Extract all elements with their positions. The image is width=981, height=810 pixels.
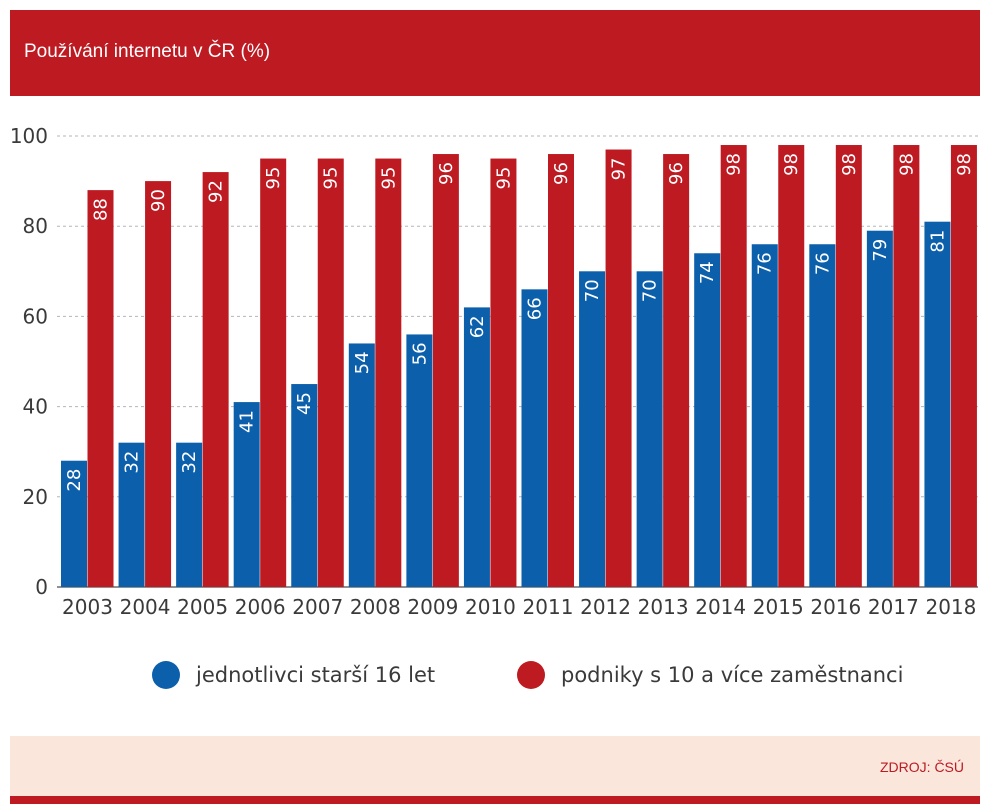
bar-companies — [663, 154, 690, 587]
bar-value-label: 28 — [64, 469, 85, 492]
x-tick-label: 2005 — [177, 595, 228, 619]
x-tick-label: 2013 — [638, 595, 689, 619]
source-text: ZDROJ: ČSÚ — [880, 759, 964, 775]
bar-value-label: 74 — [697, 261, 718, 284]
bar-value-label: 88 — [91, 198, 112, 221]
bar-companies — [202, 172, 229, 587]
legend-label: podniky s 10 a více zaměstnanci — [561, 663, 903, 687]
x-tick-label: 2003 — [62, 595, 113, 619]
bar-individuals — [406, 334, 433, 587]
y-tick-label: 80 — [23, 214, 48, 238]
y-tick-label: 20 — [23, 485, 48, 509]
x-tick-label: 2009 — [407, 595, 458, 619]
bar-individuals — [521, 289, 548, 587]
bar-value-label: 66 — [525, 297, 546, 320]
bar-companies — [893, 145, 920, 587]
bar-value-label: 81 — [927, 230, 948, 253]
bar-companies — [145, 181, 172, 587]
x-tick-label: 2007 — [292, 595, 343, 619]
bar-value-label: 98 — [724, 153, 745, 176]
bar-value-label: 92 — [206, 180, 227, 203]
bar-value-label: 76 — [755, 252, 776, 275]
legend-label: jednotlivci starší 16 let — [195, 663, 435, 687]
bar-value-label: 41 — [237, 410, 258, 433]
bar-companies — [720, 145, 747, 587]
x-tick-label: 2004 — [120, 595, 171, 619]
x-tick-label: 2010 — [465, 595, 516, 619]
chart-title: Používání internetu v ČR (%) — [24, 41, 271, 62]
bar-value-label: 56 — [409, 342, 430, 365]
legend-marker-companies — [517, 661, 545, 689]
bar-individuals — [233, 402, 260, 587]
bar-value-label: 32 — [179, 451, 200, 474]
y-tick-label: 60 — [23, 304, 48, 328]
bar-individuals — [924, 221, 951, 587]
chart-header: Používání internetu v ČR (%) — [10, 10, 980, 96]
bar-value-label: 95 — [263, 167, 284, 190]
bar-companies — [605, 149, 632, 587]
bar-value-label: 32 — [122, 451, 143, 474]
bar-individuals — [636, 271, 663, 587]
bar-companies — [490, 158, 517, 588]
bar-value-label: 96 — [551, 162, 572, 185]
bar-companies — [950, 145, 977, 587]
bar-individuals — [809, 244, 836, 588]
bars: 28 88 32 90 32 92 41 95 45 95 54 95 56 96 62 95 66 96 70 97… — [61, 145, 977, 588]
bar-chart: 0 20 40 60 80 100 28 88 32 90 32 92 41 95 45 95 54 95 56 9… — [10, 124, 978, 689]
bar-value-label: 96 — [666, 162, 687, 185]
source-footer: ZDROJ: ČSÚ — [10, 736, 980, 796]
bar-individuals — [118, 442, 145, 587]
y-tick-label: 100 — [10, 124, 48, 148]
bar-companies — [375, 158, 402, 588]
bar-companies — [432, 154, 459, 587]
x-tick-label: 2016 — [810, 595, 861, 619]
x-tick-label: 2006 — [235, 595, 286, 619]
bar-value-label: 95 — [321, 167, 342, 190]
x-axis-labels: 2003 2004 2005 2006 2007 2008 2009 2010 2011 2012… — [62, 595, 976, 619]
legend: jednotlivci starší 16 let podniky s 10 a … — [152, 661, 903, 689]
bar-companies — [835, 145, 862, 587]
y-tick-label: 40 — [23, 395, 48, 419]
bar-companies — [778, 145, 805, 587]
bar-value-label: 90 — [148, 189, 169, 212]
legend-marker-individuals — [152, 661, 180, 689]
bar-value-label: 95 — [493, 167, 514, 190]
bar-value-label: 98 — [896, 153, 917, 176]
x-tick-label: 2008 — [350, 595, 401, 619]
bar-value-label: 98 — [781, 153, 802, 176]
bar-value-label: 76 — [812, 252, 833, 275]
x-tick-label: 2017 — [868, 595, 919, 619]
x-tick-label: 2014 — [695, 595, 746, 619]
bar-value-label: 62 — [467, 315, 488, 338]
bar-individuals — [694, 253, 721, 587]
bar-value-label: 98 — [954, 153, 975, 176]
bar-individuals — [463, 307, 490, 587]
bar-individuals — [61, 460, 87, 587]
bar-individuals — [579, 271, 606, 587]
x-tick-label: 2018 — [925, 595, 976, 619]
bar-individuals — [176, 442, 203, 587]
bar-individuals — [291, 384, 318, 587]
bar-companies — [260, 158, 287, 588]
bar-value-label: 54 — [352, 351, 373, 374]
bar-individuals — [348, 343, 375, 587]
bar-value-label: 70 — [582, 279, 603, 302]
bar-value-label: 70 — [640, 279, 661, 302]
bar-value-label: 45 — [294, 392, 315, 415]
bar-value-label: 97 — [609, 158, 630, 181]
x-tick-label: 2011 — [523, 595, 574, 619]
x-tick-label: 2015 — [753, 595, 804, 619]
bar-companies — [87, 190, 114, 587]
bar-companies — [548, 154, 574, 587]
bar-value-label: 79 — [870, 239, 891, 262]
bar-value-label: 98 — [839, 153, 860, 176]
bar-value-label: 95 — [378, 167, 399, 190]
y-tick-label: 0 — [35, 575, 48, 599]
bar-companies — [317, 158, 344, 588]
bar-individuals — [751, 244, 778, 588]
x-tick-label: 2012 — [580, 595, 631, 619]
bar-individuals — [866, 230, 893, 587]
footer-divider — [10, 796, 980, 804]
bar-value-label: 96 — [436, 162, 457, 185]
